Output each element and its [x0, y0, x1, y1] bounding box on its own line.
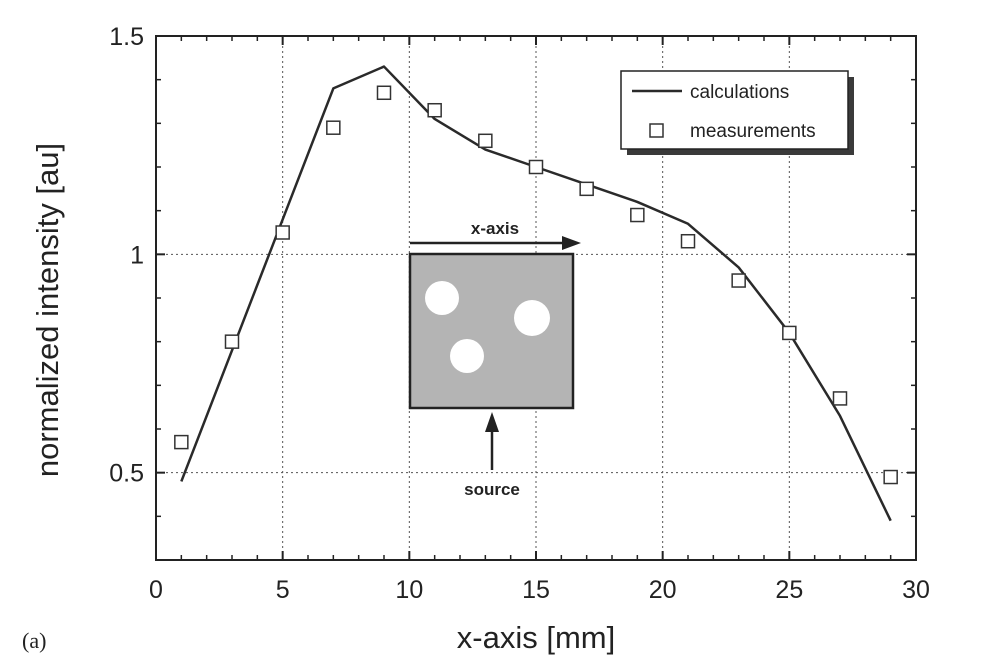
- x-tick-label: 15: [522, 576, 550, 604]
- measurement-point: [275, 225, 290, 240]
- y-axis-title: normalized intensity [au]: [30, 143, 65, 477]
- x-tick-label: 25: [775, 576, 803, 604]
- x-tick-label: 0: [149, 576, 163, 604]
- x-axis-title: x-axis [mm]: [457, 620, 615, 655]
- panel-label: (a): [22, 628, 46, 653]
- legend: calculations measurements: [620, 70, 854, 155]
- axis-ticks: 0 5 10 15 20 25 30 0.5 1 1.5: [109, 23, 930, 604]
- inset-source-label: source: [464, 480, 520, 499]
- measurement-point: [731, 273, 746, 288]
- inset-schematic: x-axis source: [408, 219, 581, 499]
- y-tick-label: 1.5: [109, 23, 144, 51]
- x-tick-label: 20: [649, 576, 677, 604]
- measurement-point: [630, 207, 645, 223]
- measurement-point: [427, 102, 442, 118]
- y-tick-label: 0.5: [109, 460, 144, 488]
- legend-square-marker: [649, 123, 664, 138]
- legend-label-calculations: calculations: [690, 82, 789, 103]
- measurement-point: [579, 181, 594, 197]
- x-tick-label: 5: [276, 576, 290, 604]
- measurement-point: [478, 133, 493, 149]
- x-tick-label: 10: [395, 576, 423, 604]
- measurement-point: [174, 434, 189, 450]
- measurement-point: [376, 85, 392, 101]
- x-tick-label: 30: [902, 576, 930, 604]
- measurement-point: [680, 233, 696, 249]
- measurement-point: [224, 334, 240, 349]
- y-tick-label: 1: [130, 241, 144, 269]
- legend-label-measurements: measurements: [690, 121, 816, 142]
- measurement-point: [883, 469, 898, 485]
- inset-hole: [425, 281, 459, 315]
- measurement-point: [782, 325, 797, 341]
- x-axis-arrowhead: [562, 236, 581, 250]
- measurement-point: [832, 391, 848, 406]
- measurement-point: [528, 159, 544, 175]
- inset-sample-square: [408, 252, 575, 410]
- inset-hole: [514, 300, 550, 336]
- measurement-point: [326, 120, 341, 135]
- inset-x-axis-label: x-axis: [471, 219, 519, 238]
- inset-hole: [450, 339, 484, 373]
- data-series: [174, 65, 898, 522]
- source-arrowhead: [485, 412, 499, 432]
